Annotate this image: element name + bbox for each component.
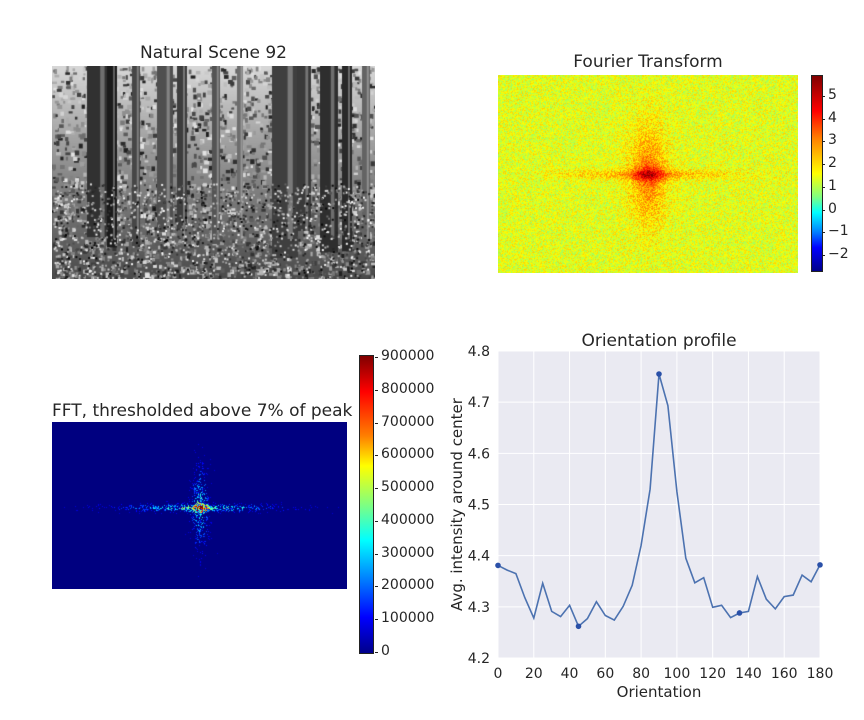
data-point-marker: [575, 623, 582, 630]
y-tick-label: 4.2: [468, 651, 490, 667]
fourier-colorbar-tick-mark: [822, 118, 825, 120]
threshold-colorbar-tick-label: 500000: [381, 479, 435, 496]
x-tick-label: 100: [664, 666, 691, 682]
threshold-colorbar-tick-label: 0: [381, 643, 390, 659]
fourier-colorbar-tick-mark: [822, 255, 825, 256]
y-tick-label: 4.6: [468, 446, 490, 462]
fourier-colorbar-tick-label: 0: [828, 200, 837, 217]
x-tick-label: 60: [596, 666, 614, 682]
fourier-colorbar-tick-label: 5: [828, 87, 837, 103]
threshold-colorbar-tick-label: 900000: [381, 348, 435, 364]
y-axis-label: Avg. intensity around center: [448, 397, 466, 611]
fourier-colorbar-tick-label: 4: [828, 109, 837, 126]
x-axis-label: Orientation: [617, 683, 702, 701]
x-tick-label: 140: [735, 666, 762, 682]
series-line: [497, 373, 821, 628]
data-point-marker: [495, 562, 501, 569]
fourier-colorbar-tick-label: −2: [828, 246, 849, 262]
threshold-colorbar-tick-label: 800000: [381, 380, 435, 397]
threshold-colorbar-tick-mark: [375, 422, 378, 424]
natural-scene-image: [52, 66, 375, 279]
data-point-marker: [736, 610, 743, 616]
threshold-colorbar-tick-mark: [375, 455, 378, 457]
scene-title: Natural Scene 92: [140, 43, 287, 63]
y-tick-label: 4.4: [468, 549, 490, 565]
data-point-marker: [656, 371, 662, 377]
threshold-colorbar-tick-mark: [375, 586, 378, 588]
threshold-colorbar-tick-label: 100000: [381, 610, 435, 627]
fourier-colorbar-tick-mark: [822, 232, 825, 234]
fourier-colorbar-tick-mark: [822, 186, 825, 188]
threshold-colorbar-tick-mark: [375, 652, 378, 653]
fourier-transform-image: [498, 75, 798, 273]
threshold-colorbar-tick-mark: [375, 520, 378, 522]
fourier-colorbar-tick-label: 3: [828, 132, 837, 149]
x-tick-label: 120: [699, 666, 726, 682]
x-tick-label: 80: [632, 666, 650, 682]
y-tick-label: 4.3: [468, 600, 490, 616]
chart-title: Orientation profile: [581, 331, 737, 351]
fourier-title: Fourier Transform: [573, 52, 723, 72]
plot-area: [498, 351, 820, 658]
y-tick-label: 4.5: [468, 498, 490, 514]
threshold-colorbar-tick-label: 400000: [381, 511, 435, 528]
data-point-marker: [817, 562, 823, 568]
threshold-colorbar: [359, 355, 374, 654]
fourier-colorbar-tick-mark: [822, 141, 825, 143]
threshold-colorbar-tick-label: 300000: [381, 544, 435, 561]
y-tick-label: 4.7: [468, 395, 490, 411]
thresholded-fft-image: [52, 422, 347, 589]
x-tick-label: 0: [494, 666, 503, 682]
threshold-title: FFT, thresholded above 7% of peak: [52, 401, 353, 421]
fourier-colorbar-tick-mark: [822, 96, 825, 97]
fourier-colorbar-tick-mark: [822, 164, 825, 166]
threshold-colorbar-tick-mark: [375, 357, 378, 358]
x-tick-label: 40: [561, 666, 579, 682]
threshold-colorbar-tick-label: 600000: [381, 446, 435, 463]
fourier-colorbar: [811, 75, 823, 272]
fourier-colorbar-tick-label: 2: [828, 155, 837, 172]
x-tick-label: 180: [807, 666, 834, 682]
fourier-colorbar-tick-label: 1: [828, 177, 837, 194]
x-tick-label: 160: [771, 666, 798, 682]
threshold-colorbar-tick-mark: [375, 488, 378, 490]
fourier-colorbar-tick-label: −1: [828, 223, 849, 240]
threshold-colorbar-tick-label: 700000: [381, 413, 435, 430]
threshold-colorbar-tick-label: 200000: [381, 577, 435, 594]
threshold-colorbar-tick-mark: [375, 619, 378, 621]
fourier-colorbar-tick-mark: [822, 209, 825, 211]
y-tick-label: 4.8: [468, 344, 490, 360]
threshold-colorbar-tick-mark: [375, 553, 378, 555]
threshold-colorbar-tick-mark: [375, 389, 378, 391]
x-tick-label: 20: [525, 666, 543, 682]
